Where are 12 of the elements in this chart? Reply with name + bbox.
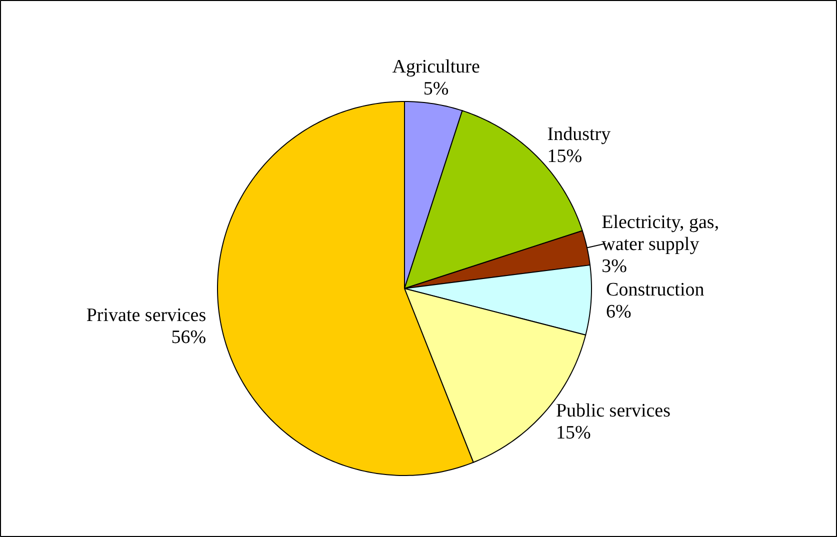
data-label: 5%: [423, 78, 449, 100]
slice-label: Agriculture: [392, 56, 480, 78]
slice-label: Construction: [606, 280, 705, 301]
data-label: 15%: [556, 422, 591, 444]
data-label: 3%: [602, 256, 628, 277]
slice-label: Public services: [556, 400, 671, 422]
data-label: 15%: [547, 146, 582, 168]
data-label: 56%: [171, 326, 206, 348]
slice-label: Private services: [86, 304, 206, 326]
slice-label: Industry: [547, 124, 612, 146]
slice-label: Electricity, gas, water supply: [602, 212, 720, 255]
data-label: 6%: [606, 302, 632, 323]
